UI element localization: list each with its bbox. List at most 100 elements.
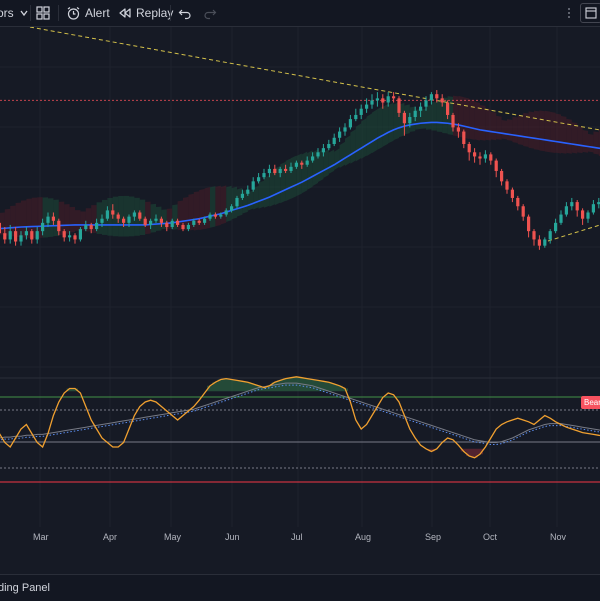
trading-panel-tab[interactable]: ding Panel	[0, 582, 50, 594]
cloud-segment	[593, 131, 599, 155]
cloud-segment	[210, 186, 216, 228]
candle-body	[597, 202, 600, 205]
cloud-segment	[372, 109, 378, 154]
candle-body	[392, 96, 396, 99]
more-button[interactable]	[566, 0, 572, 26]
cloud-segment	[566, 118, 572, 154]
lower-trendline[interactable]	[547, 224, 600, 242]
candle-body	[370, 100, 374, 105]
cloud-segment	[534, 110, 540, 151]
candle-body	[446, 102, 450, 115]
candle-body	[424, 100, 428, 107]
candle-body	[62, 231, 66, 238]
candle-body	[456, 127, 460, 132]
candle-body	[473, 152, 477, 157]
cloud-segment	[463, 97, 470, 139]
cloud-segment	[345, 135, 351, 166]
window-icon	[585, 7, 597, 19]
candle-body	[386, 96, 390, 103]
window-button[interactable]	[580, 0, 600, 26]
oscillator-signal-line	[0, 382, 600, 443]
candle-body	[516, 197, 520, 207]
cloud-segment	[485, 108, 491, 141]
candle-body	[564, 206, 568, 215]
candle-body	[591, 204, 595, 213]
cloud-segment	[323, 149, 329, 178]
candle-body	[338, 131, 342, 138]
indicators-label: ors	[0, 6, 14, 20]
candle-body	[267, 168, 271, 174]
bottom-panel-bar: ding Panel	[0, 574, 600, 601]
candle-body	[170, 220, 174, 227]
candle-body	[35, 231, 39, 240]
candle-body	[154, 218, 158, 221]
candle-body	[554, 222, 558, 232]
x-tick-nov: Nov	[550, 532, 567, 542]
alert-button[interactable]: Alert	[66, 0, 110, 26]
redo-button[interactable]	[203, 0, 217, 26]
candle-body	[375, 98, 379, 101]
candle-body	[116, 214, 120, 219]
bear-badge: Bear	[581, 396, 600, 409]
candle-body	[354, 114, 358, 120]
cloud-segment	[226, 185, 232, 222]
candle-body	[95, 222, 99, 230]
upper-trendline[interactable]	[29, 27, 600, 131]
candle-body	[408, 117, 412, 124]
indicators-button[interactable]: ors	[0, 0, 29, 26]
cloud-segment	[404, 104, 410, 135]
cloud-segment	[112, 196, 119, 237]
cloud-segment	[145, 201, 151, 235]
candle-body	[419, 106, 423, 111]
candle-body	[138, 212, 142, 219]
cloud-segment	[4, 208, 11, 236]
cloud-segment	[420, 108, 426, 129]
cloud-segment	[69, 206, 75, 233]
candle-body	[311, 156, 315, 161]
candle-body	[111, 210, 115, 215]
cloud-segment	[64, 204, 70, 234]
candle-body	[278, 168, 282, 174]
cloud-segment	[102, 199, 108, 235]
cloud-segment	[183, 197, 189, 231]
layout-button[interactable]	[36, 0, 50, 26]
candle-body	[230, 206, 234, 211]
candle-body	[483, 154, 487, 159]
cloud-segment	[474, 101, 480, 141]
cloud-segment	[539, 110, 545, 152]
cloud-segment	[588, 133, 594, 153]
oscillator-panel	[0, 376, 600, 483]
candle-body	[489, 154, 493, 161]
candle-body	[14, 231, 18, 242]
candle-body	[3, 233, 7, 240]
candle-body	[143, 218, 147, 225]
cloud-segment	[426, 105, 432, 130]
cloud-segment	[21, 200, 27, 238]
replay-button[interactable]: Replay	[118, 0, 173, 26]
candle-body	[451, 114, 455, 128]
undo-icon	[178, 9, 191, 20]
cloud-segment	[388, 102, 394, 144]
candle-body	[176, 220, 180, 225]
candle-body	[165, 222, 169, 227]
candle-body	[397, 98, 401, 113]
cloud-segment	[134, 197, 140, 236]
candle-body	[251, 181, 255, 190]
chevron-down-icon	[20, 10, 28, 17]
cloud-segment	[307, 150, 313, 190]
candle-body	[332, 137, 336, 144]
replay-icon	[119, 8, 131, 18]
cloud-segment	[274, 165, 281, 206]
undo-button[interactable]	[178, 0, 192, 26]
chart-area[interactable]	[0, 27, 600, 573]
candle-body	[192, 220, 196, 225]
candle-body	[122, 218, 126, 223]
cloud-segment	[285, 158, 291, 202]
cloud-segment	[96, 202, 102, 234]
candle-body	[494, 160, 498, 171]
candle-body	[462, 131, 466, 144]
candle-body	[84, 224, 88, 230]
candle-body	[57, 220, 61, 232]
candle-body	[440, 98, 444, 103]
cloud-segment	[48, 198, 54, 237]
